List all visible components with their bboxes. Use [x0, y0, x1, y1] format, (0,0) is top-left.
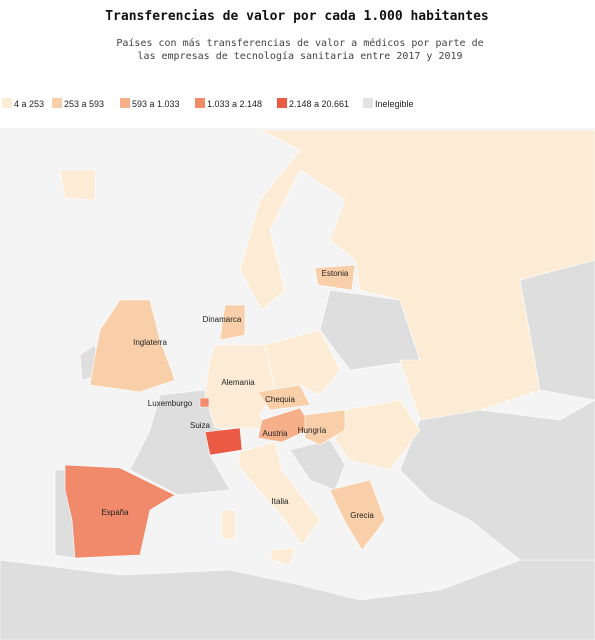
legend-swatch — [2, 98, 12, 108]
country-shape — [221, 441, 321, 566]
subtitle: las empresas de tecnología sanitaria ent… — [137, 50, 462, 62]
legend-label: Inelegible — [375, 99, 414, 109]
subtitle: Países con más transferencias de valor a… — [116, 37, 483, 49]
country-shape — [64, 464, 176, 559]
legend-label: 593 a 1.033 — [132, 99, 180, 109]
legend-label: 4 a 253 — [14, 99, 44, 109]
legend-label: 253 a 593 — [64, 99, 104, 109]
legend-label: 2.148 a 20.661 — [289, 99, 349, 109]
legend-swatch — [277, 98, 287, 108]
country-shape — [329, 479, 386, 551]
country-label: Austria — [263, 429, 288, 438]
country-label: Italia — [272, 497, 289, 506]
land — [334, 399, 421, 471]
land — [319, 289, 421, 371]
country-label: Chequia — [265, 395, 295, 404]
country-label: Estonia — [322, 269, 349, 278]
land — [239, 129, 595, 421]
country-shape — [219, 304, 246, 341]
country-label: Dinamarca — [203, 315, 242, 324]
land — [59, 169, 96, 201]
legend-label: 1.033 a 2.148 — [207, 99, 262, 109]
country-shape — [89, 299, 176, 393]
country-shape — [257, 407, 313, 443]
country-shape — [204, 427, 243, 456]
country-shape — [257, 384, 311, 411]
country-label: Suiza — [190, 421, 211, 430]
legend-swatch — [363, 98, 373, 108]
country-shape — [199, 397, 210, 408]
country-label: Inglaterra — [133, 338, 167, 347]
country-shape — [314, 264, 356, 291]
country-label: Grecia — [350, 511, 374, 520]
country-shape — [304, 409, 346, 446]
map: Estonia Dinamarca Inglaterra Alemania Ch… — [0, 128, 595, 640]
title: Transferencias de valor por cada 1.000 h… — [105, 9, 489, 24]
country-label: Hungría — [298, 426, 327, 435]
legend: 4 a 253 253 a 593 593 a 1.033 1.033 a 2.148… — [2, 98, 414, 109]
country-label: Alemania — [221, 378, 255, 387]
country-label: Luxemburgo — [148, 399, 193, 408]
legend-swatch — [52, 98, 62, 108]
land — [399, 399, 595, 561]
country-label: España — [101, 508, 129, 517]
legend-swatch — [120, 98, 130, 108]
legend-swatch — [195, 98, 205, 108]
land — [0, 559, 595, 640]
